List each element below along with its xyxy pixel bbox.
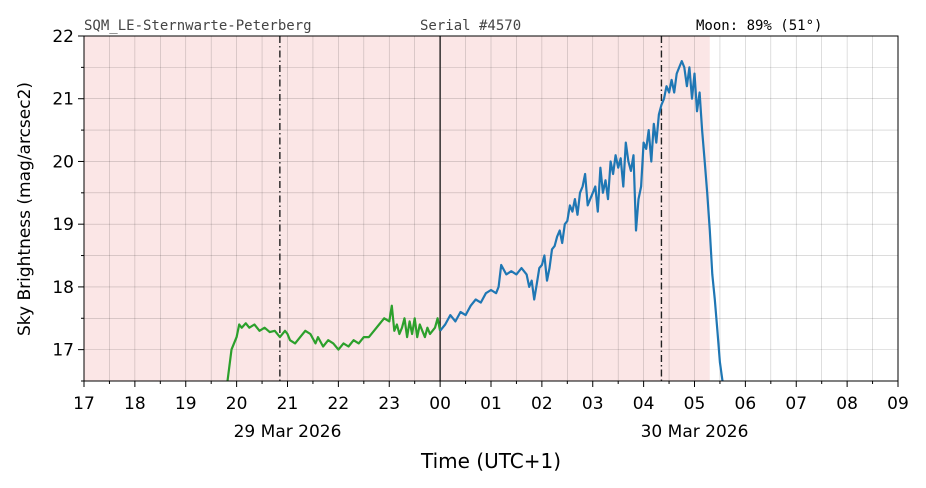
series-lines	[226, 60, 724, 382]
header-serial: Serial #4570	[420, 18, 521, 34]
header-moon: Moon: 89% (51°)	[696, 18, 822, 34]
x-tick-label: 21	[277, 394, 299, 414]
y-tick-label: 18	[52, 278, 74, 298]
header-site: SQM_LE-Sternwarte-Peterberg	[84, 18, 312, 34]
x-tick-label: 02	[531, 394, 553, 414]
y-tick-label: 21	[52, 90, 74, 110]
x-tick-label: 06	[735, 394, 757, 414]
x-tick-label: 07	[785, 394, 807, 414]
night-shading	[84, 36, 710, 381]
date-label: 30 Mar 2026	[641, 422, 749, 442]
y-axis-ticks: 17 18 19 20 21 22	[52, 27, 84, 382]
x-axis-label: Time (UTC+1)	[420, 449, 561, 473]
x-tick-label: 01	[480, 394, 502, 414]
y-tick-label: 20	[52, 152, 74, 172]
x-axis-ticks: 17 18 19 20 21 22 23 00 01 02 03 04 05 06 07 08 09	[73, 381, 909, 414]
vertical-markers	[279, 36, 663, 381]
x-tick-label: 23	[378, 394, 400, 414]
x-tick-label: 03	[582, 394, 604, 414]
series-line-1	[439, 60, 724, 382]
plot-background	[84, 36, 710, 381]
x-tick-label: 08	[836, 394, 858, 414]
series-line-0	[226, 304, 442, 382]
x-tick-label: 22	[328, 394, 350, 414]
x-tick-label: 20	[226, 394, 248, 414]
y-tick-label: 17	[52, 341, 74, 361]
y-tick-label: 19	[52, 215, 74, 235]
y-tick-label: 22	[52, 27, 74, 47]
x-tick-label: 09	[887, 394, 909, 414]
x-tick-label: 19	[175, 394, 197, 414]
x-tick-label: 00	[429, 394, 451, 414]
x-tick-label: 04	[633, 394, 655, 414]
date-label: 29 Mar 2026	[234, 422, 342, 442]
y-axis-label: Sky Brightness (mag/arcsec2)	[15, 82, 35, 336]
x-tick-label: 05	[684, 394, 706, 414]
date-labels: 29 Mar 2026 30 Mar 2026	[234, 422, 749, 442]
x-tick-label: 18	[124, 394, 146, 414]
x-tick-label: 17	[73, 394, 95, 414]
